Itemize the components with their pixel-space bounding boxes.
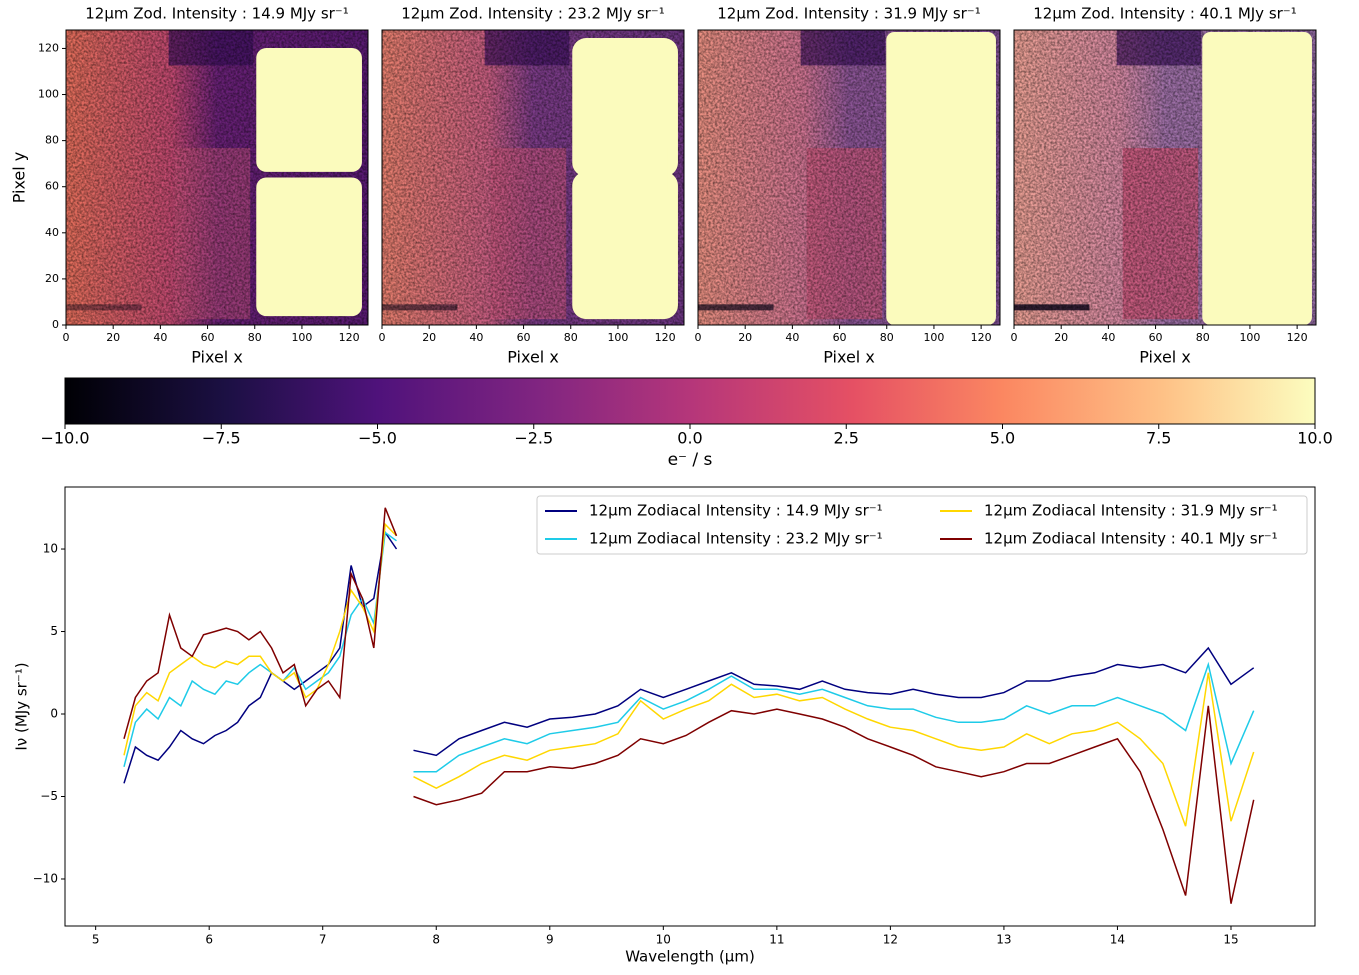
saturated-block — [572, 38, 678, 177]
y-tick-label: 10 — [43, 542, 58, 556]
panel-title: 12μm Zod. Intensity : 14.9 MJy sr⁻¹ — [85, 5, 349, 23]
x-tick-label: 40 — [1101, 331, 1115, 344]
panel-title: 12μm Zod. Intensity : 23.2 MJy sr⁻¹ — [401, 5, 665, 23]
saturated-neck — [582, 148, 668, 193]
colorbar — [64, 377, 1316, 425]
x-tick-label: 11 — [769, 933, 784, 947]
x-axis-label: Pixel x — [191, 348, 243, 367]
y-tick-label: 40 — [45, 226, 59, 239]
series-line — [123, 522, 1255, 827]
x-tick-label: 20 — [106, 331, 120, 344]
colorbar-tick-label: 10.0 — [1297, 429, 1333, 448]
x-tick-label: 40 — [153, 331, 167, 344]
x-tick-label: 80 — [248, 331, 262, 344]
x-tick-label: 80 — [880, 331, 894, 344]
series-line — [123, 531, 1255, 773]
heatmap-image — [698, 30, 1000, 325]
colorbar-tick-label: 0.0 — [677, 429, 702, 448]
saturated-block — [886, 32, 996, 325]
legend-label: 12μm Zodiacal Intensity : 14.9 MJy sr⁻¹ — [589, 502, 883, 520]
saturated-block — [256, 48, 362, 172]
axes-frame — [1013, 29, 1317, 326]
x-tick-label: 60 — [833, 331, 847, 344]
axes-frame — [697, 29, 1001, 326]
x-tick-label: 120 — [1287, 331, 1308, 344]
x-tick-label: 120 — [971, 331, 992, 344]
x-tick-label: 15 — [1223, 933, 1238, 947]
axes-frame — [381, 29, 685, 326]
x-tick-label: 120 — [655, 331, 676, 344]
x-tick-label: 0 — [1011, 331, 1018, 344]
legend-label: 12μm Zodiacal Intensity : 31.9 MJy sr⁻¹ — [984, 502, 1278, 520]
colorbar-tick-label: −7.5 — [202, 429, 241, 448]
x-axis-label: Pixel x — [823, 348, 875, 367]
colorbar-tick-label: −5.0 — [358, 429, 397, 448]
y-axis-label: Iν (MJy sr⁻¹) — [13, 662, 31, 750]
x-tick-label: 8 — [432, 933, 440, 947]
x-tick-label: 60 — [201, 331, 215, 344]
x-tick-label: 80 — [564, 331, 578, 344]
y-tick-label: 0 — [52, 318, 59, 331]
x-tick-label: 5 — [92, 933, 100, 947]
colorbar-tick-label: 2.5 — [834, 429, 859, 448]
colorbar-label: e⁻ / s — [668, 450, 713, 470]
x-tick-label: 0 — [695, 331, 702, 344]
x-tick-label: 13 — [996, 933, 1011, 947]
x-tick-label: 60 — [517, 331, 531, 344]
colorbar-tick-label: 5.0 — [990, 429, 1015, 448]
x-tick-label: 12 — [883, 933, 898, 947]
legend-box — [536, 495, 1308, 555]
x-tick-label: 6 — [205, 933, 213, 947]
y-tick-label: 20 — [45, 272, 59, 285]
x-axis-label: Pixel x — [1139, 348, 1191, 367]
panel-title: 12μm Zod. Intensity : 40.1 MJy sr⁻¹ — [1033, 5, 1297, 23]
heatmap-image — [1014, 30, 1316, 325]
y-tick-label: 5 — [50, 624, 58, 638]
x-tick-label: 0 — [63, 331, 70, 344]
y-tick-label: 60 — [45, 180, 59, 193]
x-tick-label: 20 — [738, 331, 752, 344]
heatmap-image — [382, 30, 684, 325]
x-tick-label: 100 — [923, 331, 944, 344]
y-axis-label: Pixel y — [10, 152, 29, 204]
x-axis-label: Wavelength (μm) — [625, 948, 755, 966]
x-tick-label: 100 — [1239, 331, 1260, 344]
x-tick-label: 100 — [607, 331, 628, 344]
series-line — [123, 507, 1255, 904]
series-line — [123, 530, 1255, 784]
y-tick-label: 120 — [38, 41, 59, 54]
axes-frame — [64, 486, 1316, 927]
x-tick-label: 20 — [1054, 331, 1068, 344]
x-tick-label: 9 — [546, 933, 554, 947]
y-tick-label: −5 — [40, 789, 58, 803]
colorbar-tick-label: −10.0 — [40, 429, 89, 448]
y-tick-label: −10 — [33, 871, 58, 885]
x-tick-label: 0 — [379, 331, 386, 344]
panel-title: 12μm Zod. Intensity : 31.9 MJy sr⁻¹ — [717, 5, 981, 23]
saturated-block — [572, 171, 678, 320]
x-tick-label: 20 — [422, 331, 436, 344]
y-tick-label: 0 — [50, 707, 58, 721]
legend-label: 12μm Zodiacal Intensity : 40.1 MJy sr⁻¹ — [984, 530, 1278, 548]
saturated-block — [1202, 32, 1312, 325]
x-tick-label: 80 — [1196, 331, 1210, 344]
heatmap-image — [66, 30, 368, 325]
x-tick-label: 100 — [291, 331, 312, 344]
y-tick-label: 100 — [38, 88, 59, 101]
x-tick-label: 7 — [319, 933, 327, 947]
y-tick-label: 80 — [45, 134, 59, 147]
saturated-block — [256, 177, 362, 317]
colorbar-tick-label: 7.5 — [1146, 429, 1171, 448]
x-tick-label: 10 — [656, 933, 671, 947]
x-tick-label: 14 — [1110, 933, 1125, 947]
colorbar-tick-label: −2.5 — [514, 429, 553, 448]
legend-label: 12μm Zodiacal Intensity : 23.2 MJy sr⁻¹ — [589, 530, 883, 548]
axes-frame — [65, 29, 369, 326]
x-tick-label: 40 — [785, 331, 799, 344]
x-tick-label: 40 — [469, 331, 483, 344]
x-axis-label: Pixel x — [507, 348, 559, 367]
x-tick-label: 60 — [1149, 331, 1163, 344]
x-tick-label: 120 — [339, 331, 360, 344]
